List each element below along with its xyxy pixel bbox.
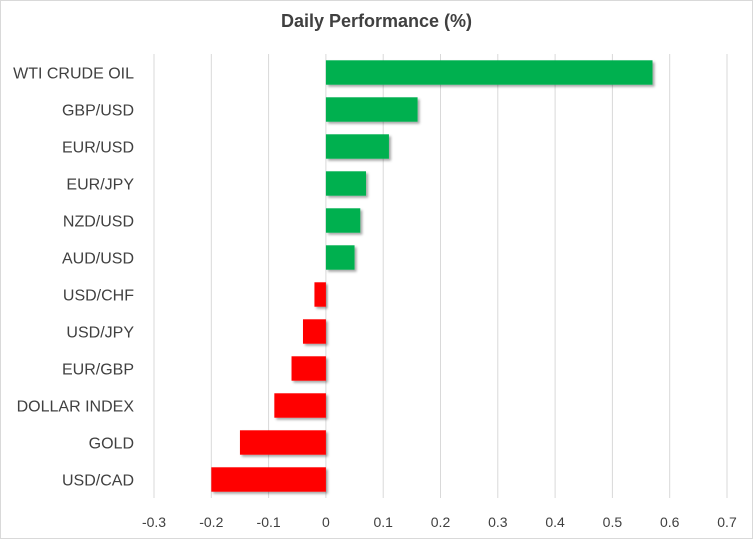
bar: [211, 467, 326, 492]
bar: [325, 245, 355, 270]
x-tick-label: 0.2: [431, 514, 451, 530]
x-tick-label: 0.7: [717, 514, 737, 530]
x-tick-label: 0: [322, 514, 330, 530]
bars: [211, 60, 653, 492]
bar: [302, 319, 326, 344]
category-label: USD/CHF: [63, 288, 134, 305]
bar: [239, 430, 326, 455]
x-tick-label: -0.1: [257, 514, 281, 530]
x-tick-label: 0.3: [488, 514, 508, 530]
bar: [325, 171, 367, 196]
x-tick-label: -0.3: [142, 514, 166, 530]
x-tick-label: 0.5: [603, 514, 623, 530]
category-label: USD/JPY: [66, 325, 134, 342]
category-label: EUR/USD: [62, 140, 134, 157]
category-label: EUR/GBP: [62, 362, 134, 379]
category-label: EUR/JPY: [66, 177, 134, 194]
x-axis-tick-labels: -0.3 -0.2 -0.1 0 0.1 0.2 0.3 0.4 0.5 0.6 0.7: [142, 514, 737, 530]
bar: [325, 60, 653, 85]
category-label: WTI CRUDE OIL: [13, 66, 134, 83]
x-tick-label: -0.2: [199, 514, 223, 530]
category-label: USD/CAD: [62, 473, 134, 490]
bar: [274, 393, 326, 418]
category-label: AUD/USD: [62, 251, 134, 268]
bar: [314, 282, 326, 307]
bar: [325, 208, 361, 233]
x-tick-label: 0.6: [660, 514, 680, 530]
bar: [325, 134, 389, 159]
category-label: DOLLAR INDEX: [17, 399, 135, 416]
x-tick-label: 0.1: [373, 514, 393, 530]
x-tick-label: 0.4: [545, 514, 565, 530]
gridlines: [153, 54, 728, 498]
category-labels: WTI CRUDE OIL GBP/USD EUR/USD EUR/JPY NZD/US…: [13, 66, 134, 490]
chart-title: Daily Performance (%): [280, 11, 473, 31]
bar: [291, 356, 326, 381]
category-label: NZD/USD: [63, 214, 134, 231]
category-label: GBP/USD: [62, 103, 134, 120]
bar: [325, 97, 418, 122]
category-label: GOLD: [89, 436, 134, 453]
